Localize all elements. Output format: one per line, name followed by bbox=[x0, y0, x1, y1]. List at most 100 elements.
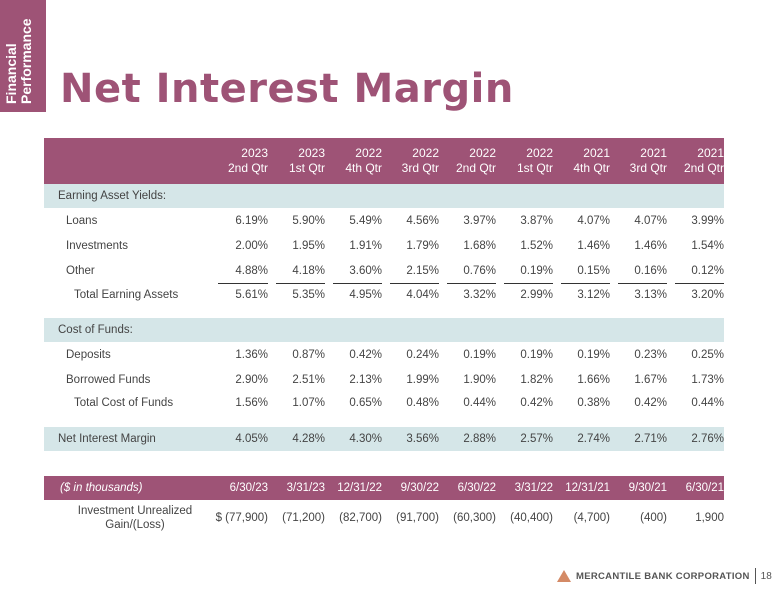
total-earning-assets-row: Total Earning Assets 5.61% 5.35% 4.95% 4.04%… bbox=[44, 283, 724, 307]
table-row-value: 1.52% bbox=[520, 239, 553, 252]
period-year: 2021 bbox=[640, 146, 667, 160]
section-tab-line2: Performance bbox=[18, 18, 34, 104]
unrealized-gain-row-value: (60,300) bbox=[453, 512, 496, 524]
page-title: Net Interest Margin bbox=[60, 66, 514, 112]
total-earning-assets-row-label: Total Earning Assets bbox=[74, 289, 179, 301]
table-row-value: 0.76% bbox=[463, 264, 496, 277]
total-underline bbox=[447, 283, 496, 284]
period-quarter: 3rd Qtr bbox=[629, 161, 667, 175]
period-year: 2021 bbox=[697, 146, 724, 160]
net-interest-margin-row-value: 4.05% bbox=[235, 433, 268, 445]
total-earning-assets-row-value: 3.12% bbox=[577, 289, 610, 301]
table-row-value: 1.46% bbox=[577, 239, 610, 252]
net-interest-margin-row-value: 4.30% bbox=[349, 433, 382, 445]
total-earning-assets-row-value: 5.35% bbox=[292, 289, 325, 301]
table-row-value: 2.15% bbox=[406, 264, 439, 277]
total-underline bbox=[561, 283, 610, 284]
unrealized-header-label: ($ in thousands) bbox=[60, 482, 143, 494]
total-earning-assets-row-value: 5.61% bbox=[235, 289, 268, 301]
unrealized-gain-row-value: (82,700) bbox=[339, 512, 382, 524]
table-row-value: 4.56% bbox=[406, 214, 439, 227]
table-row-value: 2.13% bbox=[349, 373, 382, 386]
table-row-label: Loans bbox=[66, 214, 98, 227]
unrealized-gain-row: Investment Unrealized Gain/(Loss) $ (77,90… bbox=[44, 500, 724, 536]
total-cost-of-funds-row-value: 0.65% bbox=[349, 397, 382, 409]
table-row-label: Other bbox=[66, 264, 95, 277]
total-earning-assets-row-value: 3.32% bbox=[463, 289, 496, 301]
table-row: Investments 2.00% 1.95% 1.91% 1.79% 1.68% 1.52… bbox=[44, 233, 724, 258]
table-row-value: 1.46% bbox=[634, 239, 667, 252]
table-row-label: Deposits bbox=[66, 348, 111, 361]
total-earning-assets-row-value: 2.99% bbox=[520, 289, 553, 301]
table-row-value: 1.67% bbox=[634, 373, 667, 386]
table-row-value: 0.15% bbox=[577, 264, 610, 277]
table-row-value: 4.88% bbox=[235, 264, 268, 277]
total-earning-assets-row-value: 3.20% bbox=[691, 289, 724, 301]
period-header: 2021 3rd Qtr bbox=[610, 146, 667, 176]
total-earning-assets-row-value: 3.13% bbox=[634, 289, 667, 301]
period-header: 2022 3rd Qtr bbox=[382, 146, 439, 176]
unrealized-gain-row-label: Investment Unrealized Gain/(Loss) bbox=[44, 504, 210, 532]
table-row: Loans 6.19% 5.90% 5.49% 4.56% 3.97% 3.87% 4.07%… bbox=[44, 208, 724, 233]
period-quarter: 2nd Qtr bbox=[455, 161, 496, 175]
total-underline bbox=[618, 283, 667, 284]
period-quarter: 2nd Qtr bbox=[227, 161, 268, 175]
table-row-value: 0.19% bbox=[463, 348, 496, 361]
unrealized-header-value: 9/30/22 bbox=[400, 482, 439, 494]
table-row-value: 0.19% bbox=[520, 348, 553, 361]
earning-asset-yields-heading-label: Earning Asset Yields: bbox=[58, 190, 167, 202]
total-underline bbox=[276, 283, 325, 284]
company-logo: MERCANTILE BANK CORPORATION 18 bbox=[557, 568, 772, 584]
net-interest-margin-row-value: 2.88% bbox=[463, 433, 496, 445]
table-row-label: Borrowed Funds bbox=[66, 373, 151, 386]
period-header: 2022 1st Qtr bbox=[496, 146, 553, 176]
table-row-value: 1.54% bbox=[691, 239, 724, 252]
table-row-value: 5.90% bbox=[292, 214, 325, 227]
period-quarter: 3rd Qtr bbox=[401, 161, 439, 175]
table-row-value: 1.91% bbox=[349, 239, 382, 252]
total-underline bbox=[333, 283, 382, 284]
total-earning-assets-row-value: 4.04% bbox=[406, 289, 439, 301]
period-quarter: 1st Qtr bbox=[516, 161, 553, 175]
unrealized-gain-row-value: (40,400) bbox=[510, 512, 553, 524]
table-row-value: 1.82% bbox=[520, 373, 553, 386]
net-interest-margin-row-label: Net Interest Margin bbox=[58, 433, 156, 445]
table-row-value: 2.90% bbox=[235, 373, 268, 386]
table-row-value: 0.16% bbox=[634, 264, 667, 277]
period-quarter: 2nd Qtr bbox=[683, 161, 724, 175]
table-row-value: 2.00% bbox=[235, 239, 268, 252]
period-year: 2022 bbox=[355, 146, 382, 160]
unrealized-header-value: 9/30/21 bbox=[628, 482, 667, 494]
unrealized-header-value: 12/31/22 bbox=[337, 482, 382, 494]
unrealized-gain-row-value: (4,700) bbox=[573, 512, 610, 524]
table-row-value: 0.19% bbox=[577, 348, 610, 361]
total-cost-of-funds-row-value: 0.44% bbox=[463, 397, 496, 409]
unrealized-gain-row-value: (91,700) bbox=[396, 512, 439, 524]
period-year: 2023 bbox=[241, 146, 268, 160]
period-year: 2022 bbox=[412, 146, 439, 160]
period-quarter: 1st Qtr bbox=[288, 161, 325, 175]
unrealized-gain-row-value: (71,200) bbox=[282, 512, 325, 524]
unrealized-gain-row-value: 1,900 bbox=[695, 512, 724, 524]
total-cost-of-funds-row-value: 0.42% bbox=[634, 397, 667, 409]
table-row-value: 1.95% bbox=[292, 239, 325, 252]
table-row-value: 1.99% bbox=[406, 373, 439, 386]
total-underline bbox=[504, 283, 553, 284]
table-row-value: 3.87% bbox=[520, 214, 553, 227]
cost-of-funds-heading-label: Cost of Funds: bbox=[58, 324, 133, 336]
total-cost-of-funds-row: Total Cost of Funds 1.56% 1.07% 0.65% 0.48% 0… bbox=[44, 391, 724, 415]
period-header: 2023 1st Qtr bbox=[268, 146, 325, 176]
table-row-value: 1.73% bbox=[691, 373, 724, 386]
unrealized-header-value: 3/31/22 bbox=[514, 482, 553, 494]
table-row-value: 3.99% bbox=[691, 214, 724, 227]
table-row-value: 0.19% bbox=[520, 264, 553, 277]
table-row-value: 0.23% bbox=[634, 348, 667, 361]
table-header: 2023 2nd Qtr 2023 1st Qtr 2022 4th Qtr 2022 3rd… bbox=[44, 138, 724, 184]
total-cost-of-funds-row-value: 0.42% bbox=[520, 397, 553, 409]
net-interest-margin-row-value: 2.71% bbox=[634, 433, 667, 445]
table-row-value: 0.12% bbox=[691, 264, 724, 277]
unrealized-header-value: 3/31/23 bbox=[286, 482, 325, 494]
period-header: 2023 2nd Qtr bbox=[210, 146, 268, 176]
table-row-value: 4.07% bbox=[634, 214, 667, 227]
period-year: 2023 bbox=[298, 146, 325, 160]
